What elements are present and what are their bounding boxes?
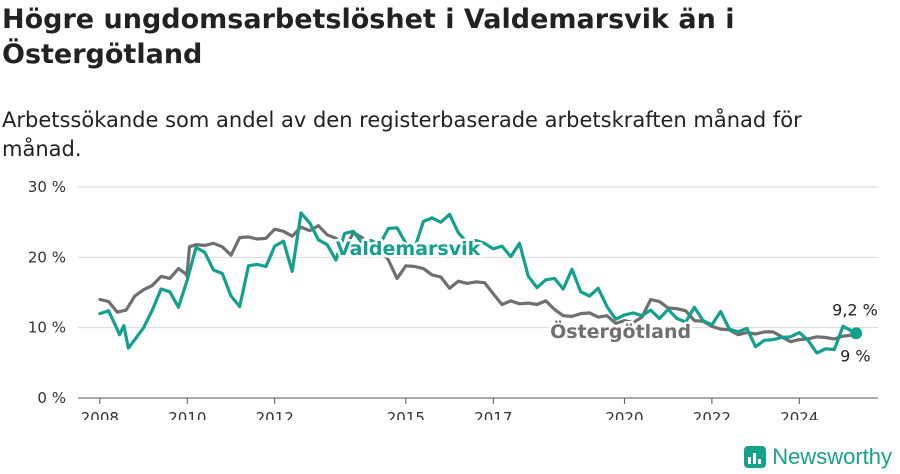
series-line-valdemarsvik	[98, 211, 858, 355]
y-tick-label: 0 %	[37, 389, 66, 407]
x-tick-label: 2015	[387, 409, 425, 420]
end-value-valdemarsvik: 9,2 %	[832, 300, 878, 319]
series-lines	[98, 211, 858, 355]
chart-subtitle: Arbetssökande som andel av den registerb…	[2, 108, 802, 162]
end-value-ostergotland: 9 %	[840, 347, 870, 366]
x-tick-label: 2012	[256, 409, 294, 420]
bar-chart-icon	[744, 446, 767, 468]
x-axis-ticks: 2008 2010 2012 2015 2017 2020 2022 2024	[81, 398, 818, 420]
y-tick-label: 10 %	[28, 319, 66, 337]
x-tick-label: 2020	[605, 409, 643, 420]
y-axis-ticks: 0 % 10 % 20 % 30 %	[28, 178, 66, 407]
x-tick-label: 2008	[81, 409, 119, 420]
y-tick-label: 20 %	[28, 248, 66, 266]
chart-title: Högre ungdomsarbetslöshet i Valdemarsvik…	[2, 4, 735, 71]
x-tick-label: 2024	[780, 409, 818, 420]
line-chart: 0 % 10 % 20 % 30 % 2008 2010 2012 2015 2017 2020…	[28, 178, 880, 420]
grid-lines	[78, 186, 878, 399]
series-label-valdemarsvik: Valdemarsvik	[336, 238, 481, 260]
x-tick-label: 2010	[168, 409, 206, 420]
end-point-marker	[850, 327, 863, 340]
series-label-ostergotland: Östergötland	[550, 319, 691, 343]
brand-name: Newsworthy	[772, 444, 892, 469]
series-line-östergötland	[98, 224, 858, 344]
series-labels: Valdemarsvik Östergötland 9,2 % 9 %	[333, 236, 879, 368]
y-tick-label: 30 %	[28, 178, 66, 196]
newsworthy-logo: Newsworthy	[744, 444, 892, 470]
x-tick-label: 2017	[474, 409, 512, 420]
x-tick-label: 2022	[693, 409, 731, 420]
